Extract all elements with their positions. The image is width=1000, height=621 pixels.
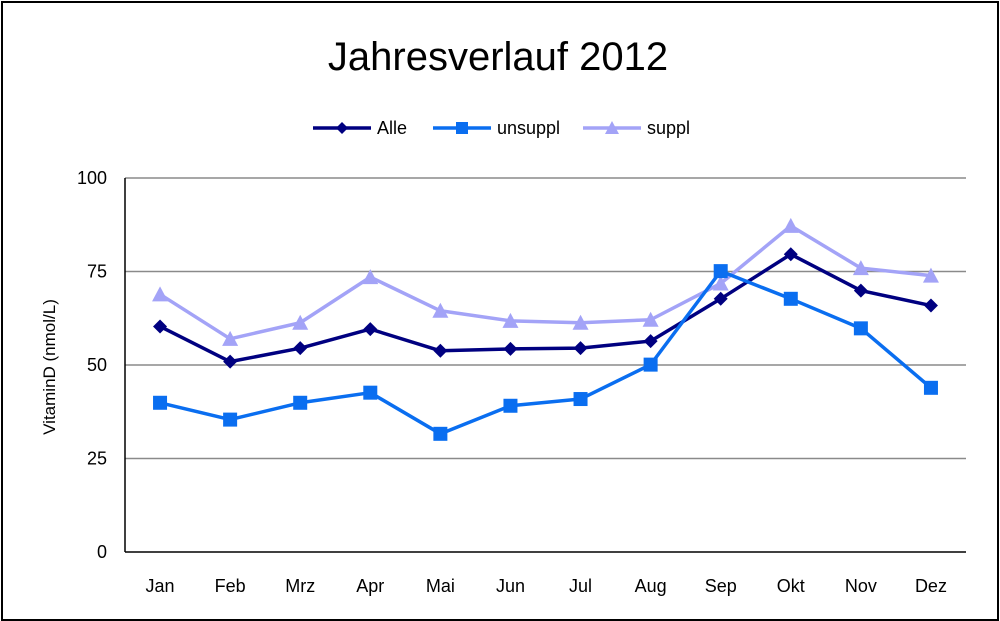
x-tick-label: Mai bbox=[426, 576, 455, 596]
data-point bbox=[153, 395, 168, 410]
x-tick-label: Okt bbox=[777, 576, 805, 596]
legend-label: suppl bbox=[647, 118, 690, 138]
x-tick-label: Feb bbox=[215, 576, 246, 596]
data-point bbox=[293, 341, 308, 356]
data-point bbox=[433, 343, 448, 358]
x-tick-label: Jun bbox=[496, 576, 525, 596]
data-point bbox=[292, 314, 309, 330]
data-point bbox=[222, 330, 239, 346]
x-tick-label: Mrz bbox=[285, 576, 315, 596]
x-tick-label: Dez bbox=[915, 576, 947, 596]
data-point bbox=[852, 260, 869, 276]
data-point bbox=[503, 398, 518, 413]
x-tick-label: Sep bbox=[705, 576, 737, 596]
legend-item-suppl: suppl bbox=[583, 118, 690, 138]
data-point bbox=[572, 314, 589, 330]
data-point bbox=[923, 298, 938, 313]
data-point bbox=[152, 286, 169, 302]
data-point bbox=[783, 247, 798, 262]
x-tick-label: Jan bbox=[146, 576, 175, 596]
legend: Alle unsuppl suppl bbox=[313, 118, 690, 138]
data-point bbox=[713, 264, 728, 279]
data-point bbox=[363, 385, 378, 400]
y-tick-label: 50 bbox=[87, 355, 107, 375]
legend-label: Alle bbox=[377, 118, 407, 138]
y-tick-labels: 0 25 50 75 100 bbox=[77, 168, 107, 562]
data-point bbox=[922, 267, 939, 283]
data-point bbox=[432, 302, 449, 318]
legend-label: unsuppl bbox=[497, 118, 560, 138]
x-tick-labels: Jan Feb Mrz Apr Mai Jun Jul Aug Sep Okt Nov Dez bbox=[146, 576, 947, 596]
line-chart: Jahresverlauf 2012 Alle unsuppl suppl 0 25 5… bbox=[40, 35, 966, 596]
legend-item-unsuppl: unsuppl bbox=[433, 118, 560, 138]
x-tick-label: Apr bbox=[356, 576, 384, 596]
data-point bbox=[293, 395, 308, 410]
axes bbox=[124, 178, 966, 553]
x-tick-label: Jul bbox=[569, 576, 592, 596]
data-point bbox=[362, 269, 379, 285]
series-unsuppl bbox=[153, 264, 938, 441]
data-point bbox=[153, 319, 168, 334]
data-point bbox=[605, 121, 619, 134]
legend-item-Alle: Alle bbox=[313, 118, 407, 138]
data-point bbox=[336, 122, 348, 134]
y-tick-label: 100 bbox=[77, 168, 107, 188]
data-point bbox=[712, 275, 729, 291]
chart-title: Jahresverlauf 2012 bbox=[328, 35, 668, 79]
series-suppl bbox=[152, 217, 939, 346]
data-point bbox=[223, 354, 238, 369]
data-point bbox=[433, 426, 448, 441]
data-point bbox=[573, 392, 588, 407]
y-tick-label: 0 bbox=[97, 542, 107, 562]
data-point bbox=[923, 380, 938, 395]
series-layer bbox=[152, 217, 939, 441]
data-point bbox=[782, 217, 799, 233]
data-point bbox=[503, 341, 518, 356]
data-point bbox=[853, 321, 868, 336]
series-Alle bbox=[153, 247, 938, 369]
y-tick-label: 25 bbox=[87, 449, 107, 469]
data-point bbox=[456, 122, 468, 134]
y-tick-label: 75 bbox=[87, 262, 107, 282]
data-point bbox=[713, 291, 728, 306]
series-line bbox=[159, 224, 932, 341]
y-axis-title: VitaminD (nmol/L) bbox=[40, 299, 59, 435]
gridlines bbox=[125, 177, 966, 460]
data-point bbox=[502, 312, 519, 328]
data-point bbox=[642, 311, 659, 327]
x-tick-label: Aug bbox=[635, 576, 667, 596]
series-line bbox=[159, 269, 933, 436]
series-line bbox=[159, 252, 932, 364]
data-point bbox=[573, 341, 588, 356]
data-point bbox=[363, 322, 378, 337]
data-point bbox=[783, 291, 798, 306]
data-point bbox=[223, 412, 238, 427]
data-point bbox=[643, 357, 658, 372]
data-point bbox=[853, 283, 868, 298]
data-point bbox=[643, 334, 658, 349]
x-tick-label: Nov bbox=[845, 576, 877, 596]
